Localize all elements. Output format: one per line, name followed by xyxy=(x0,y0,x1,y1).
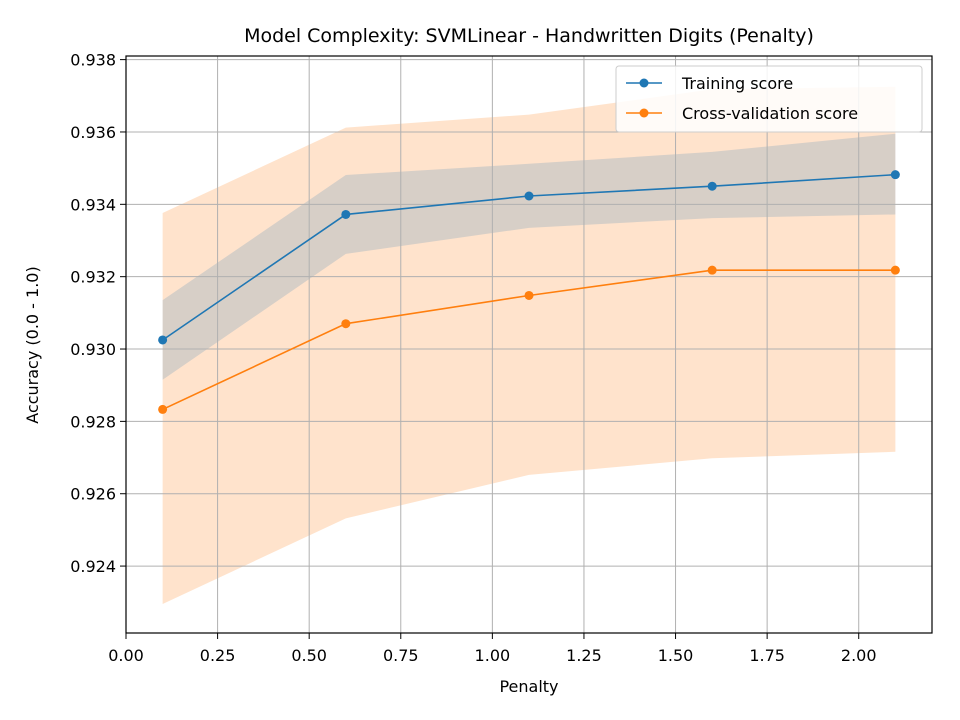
x-tick-label: 0.00 xyxy=(108,646,144,665)
y-tick-label: 0.934 xyxy=(70,195,116,214)
y-tick-label: 0.924 xyxy=(70,557,116,576)
x-tick-label: 1.25 xyxy=(566,646,602,665)
data-point-training xyxy=(341,209,351,219)
data-point-cross-validation xyxy=(158,404,168,414)
chart-title: Model Complexity: SVMLinear - Handwritte… xyxy=(244,25,814,47)
data-point-training xyxy=(524,191,534,201)
x-tick-label: 0.50 xyxy=(291,646,327,665)
axes-frame xyxy=(125,55,933,634)
data-point-training xyxy=(158,335,168,345)
legend-label-training: Training score xyxy=(681,74,793,93)
legend-marker-cross-validation xyxy=(639,108,649,118)
x-tick-label: 0.25 xyxy=(200,646,236,665)
x-axis-label: Penalty xyxy=(499,677,558,696)
band-training xyxy=(162,133,896,380)
y-tick-label: 0.928 xyxy=(70,412,116,431)
x-tick-label: 0.75 xyxy=(383,646,419,665)
legend-label-cross-validation: Cross-validation score xyxy=(682,104,858,123)
legend-box xyxy=(615,65,923,133)
y-tick-label: 0.930 xyxy=(70,340,116,359)
data-point-cross-validation xyxy=(524,290,534,300)
data-point-training xyxy=(707,181,717,191)
data-point-cross-validation xyxy=(341,319,351,329)
x-tick-label: 2.00 xyxy=(841,646,877,665)
y-axis-label: Accuracy (0.0 - 1.0) xyxy=(23,266,42,423)
y-tick-label: 0.926 xyxy=(70,485,116,504)
data-point-cross-validation xyxy=(890,265,900,275)
y-tick-label: 0.938 xyxy=(70,51,116,70)
x-tick-label: 1.00 xyxy=(475,646,511,665)
y-tick-label: 0.932 xyxy=(70,268,116,287)
data-point-cross-validation xyxy=(707,265,717,275)
y-tick-label: 0.936 xyxy=(70,123,116,142)
data-point-training xyxy=(890,170,900,180)
plot-area: 0.00 0.25 0.50 0.75 1.00 1.25 1.50 1.75 2.00 0.92… xyxy=(70,51,933,665)
x-tick-label: 1.50 xyxy=(658,646,694,665)
x-tick-label: 1.75 xyxy=(749,646,785,665)
legend-marker-training xyxy=(639,78,649,88)
